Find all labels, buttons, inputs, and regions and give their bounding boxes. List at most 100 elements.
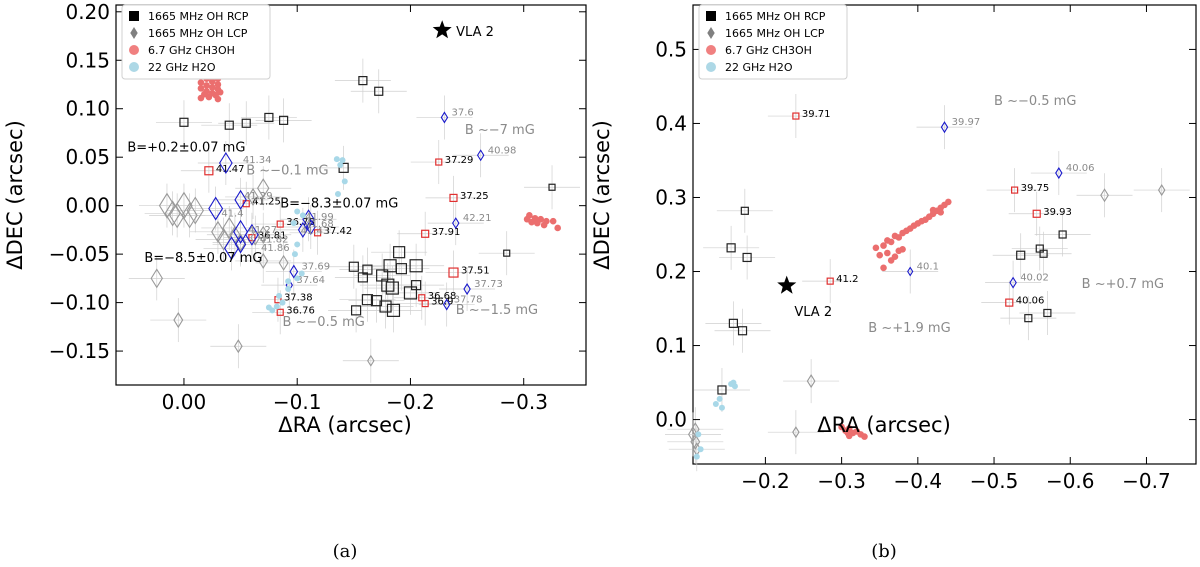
velocity-label: 36.81 xyxy=(258,231,287,242)
oh-lcp-labeled-point xyxy=(245,223,259,246)
oh-rcp-point xyxy=(348,261,359,272)
water-maser-point xyxy=(291,251,298,258)
vla2-star-marker xyxy=(432,20,452,39)
oh-lcp-point xyxy=(278,254,289,271)
oh-rcp-labeled-point xyxy=(792,112,800,120)
methanol-maser-point xyxy=(884,249,891,257)
methanol-maser-point xyxy=(523,215,531,223)
oh-rcp-labeled-point xyxy=(449,193,458,203)
x-tick-label: −0.4 xyxy=(894,469,943,493)
legend-label: 1665 MHz OH RCP xyxy=(725,10,826,23)
velocity-label: 37.38 xyxy=(284,293,313,304)
legend-label: 1665 MHz OH LCP xyxy=(725,27,825,40)
x-axis-label-a: ΔRA (arcsec) xyxy=(278,413,412,437)
water-maser-point xyxy=(290,220,297,227)
field-annotation: B ~+0.7 mG xyxy=(1082,277,1164,292)
water-maser-point xyxy=(299,212,306,219)
velocity-label: 39.71 xyxy=(802,109,831,120)
methanol-maser-point xyxy=(197,94,205,102)
water-maser-point xyxy=(341,178,348,185)
methanol-maser-point xyxy=(216,88,224,96)
velocity-label: 37.25 xyxy=(460,191,489,202)
methanol-maser-point xyxy=(540,221,548,229)
legend-b: 1665 MHz OH RCP 1665 MHz OH LCP 6.7 GHz CH… xyxy=(698,4,848,80)
y-tick-label: 0.15 xyxy=(65,48,110,72)
velocity-label: 39.75 xyxy=(1021,183,1050,194)
field-annotation: B=−8.3±0.07 mG xyxy=(280,197,398,212)
oh-rcp-point xyxy=(1043,308,1052,318)
y-axis-b: 0.0 0.1 0.2 0.3 0.4 0.5 xyxy=(655,37,1196,432)
x-tick-label: −0.2 xyxy=(386,390,435,414)
oh-rcp-point xyxy=(409,259,423,273)
y-tick-label: 0.10 xyxy=(65,97,110,121)
oh-rcp-point xyxy=(717,385,727,395)
water-maser-point xyxy=(269,307,276,314)
x-tick-label: 0.00 xyxy=(162,390,207,414)
x-axis-label-b: ΔRA (arcsec) xyxy=(817,413,951,437)
water-maser-point xyxy=(337,161,344,168)
oh-rcp-labeled-point xyxy=(248,234,256,242)
methanol-maser-point xyxy=(899,246,906,253)
methanol-maser-point xyxy=(208,84,216,91)
oh-rcp-point xyxy=(1058,230,1067,239)
oh-lcp-point xyxy=(806,374,816,389)
oh-lcp-labeled-point xyxy=(219,151,233,175)
panel-a: 41.47 41.25 36.78 36.81 37.42 37.29 37.25 37.91… xyxy=(3,0,587,562)
plot-frame-b xyxy=(692,4,1197,465)
oh-rcp-point xyxy=(740,206,749,215)
oh-lcp-point xyxy=(164,200,181,227)
y-tick-label: −0.05 xyxy=(49,242,110,266)
legend-a: 1665 MHz OH RCP 1665 MHz OH LCP 6.7 GHz CH… xyxy=(121,4,271,80)
water-maser-point xyxy=(294,275,301,282)
methanol-maser-point xyxy=(872,244,880,252)
velocity-label: 40.98 xyxy=(488,145,517,156)
oh-rcp-labeled-point xyxy=(421,229,430,238)
field-annotation: B ~−0.5 mG xyxy=(994,94,1076,109)
methanol-maser-point xyxy=(861,433,868,440)
oh-rcp-labeled-point xyxy=(421,299,429,308)
methanol-maser-point xyxy=(203,82,210,89)
methanol-maser-point xyxy=(937,208,944,216)
oh-rcp-point xyxy=(742,252,752,263)
x-tick-label: −0.3 xyxy=(817,469,866,493)
oh-rcp-point xyxy=(381,278,395,292)
oh-rcp-labeled-point xyxy=(204,166,214,176)
oh-rcp-point xyxy=(241,118,251,128)
methanol-maser-point xyxy=(197,79,205,86)
oh-lcp-labeled-point xyxy=(289,264,299,279)
velocity-label: 41.4 xyxy=(221,208,243,219)
oh-lcp-labeled-point xyxy=(297,221,308,238)
oh-rcp-labeled-point xyxy=(276,308,284,316)
oh-rcp-point xyxy=(264,112,274,123)
velocity-label: 40.06 xyxy=(1066,163,1095,174)
velocity-label: 37.42 xyxy=(324,226,353,237)
oh-lcp-labeled-point xyxy=(440,111,449,124)
oh-lcp-labeled-point xyxy=(305,218,316,236)
velocity-label: 41.99 xyxy=(305,212,334,223)
oh-rcp-point xyxy=(358,76,368,86)
methanol-maser-point xyxy=(214,81,222,88)
methanol-maser-point xyxy=(205,93,213,101)
methanol-maser-point xyxy=(880,264,887,272)
y-tick-label: 0.4 xyxy=(655,111,687,135)
oh-lcp-labeled-point xyxy=(452,217,460,230)
vla2-label: VLA 2 xyxy=(456,25,494,40)
oh-rcp-point xyxy=(350,305,362,316)
methanol-maser-point xyxy=(214,95,222,103)
velocity-label: 41.86 xyxy=(261,243,290,254)
oh-lcp-point xyxy=(169,202,186,229)
legend-label: 1665 MHz OH LCP xyxy=(148,27,248,40)
velocity-label: 40.1 xyxy=(917,262,939,273)
caption-b: (b) xyxy=(871,541,897,562)
water-maser-point xyxy=(693,453,700,460)
velocity-label: 37.51 xyxy=(461,266,490,277)
methanol-maser-point xyxy=(887,257,895,264)
oh-rcp-labeled-point xyxy=(313,229,322,237)
oh-lcp-point xyxy=(211,220,225,243)
methanol-maser-point xyxy=(876,251,884,259)
water-maser-point xyxy=(279,299,286,306)
oh-rcp-point xyxy=(395,263,407,275)
oh-lcp-labeled-point xyxy=(208,196,224,221)
oh-lcp-labeled-point xyxy=(907,266,914,277)
velocity-label: 41.29 xyxy=(244,191,273,202)
